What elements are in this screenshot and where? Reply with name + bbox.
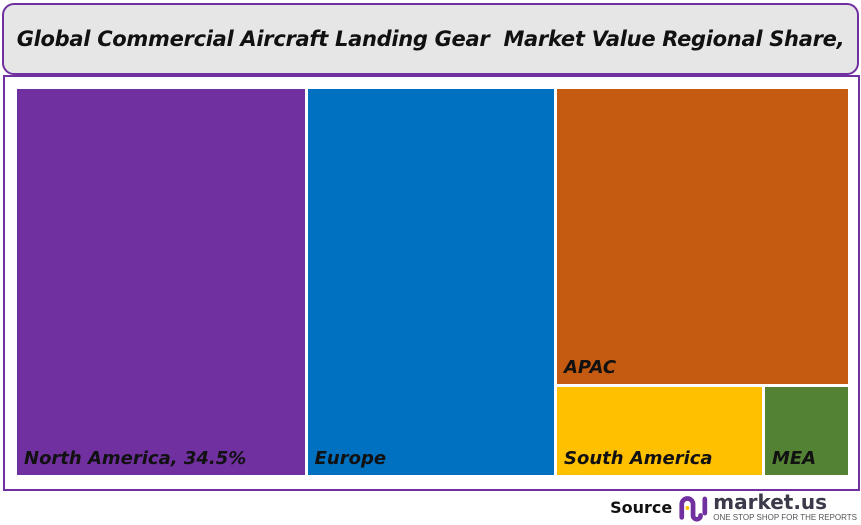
chart-title: Global Commercial Aircraft Landing Gear … bbox=[16, 27, 845, 51]
treemap-cells: North America, 34.5% Europe APAC South Amer… bbox=[17, 89, 851, 478]
chart-title-box: Global Commercial Aircraft Landing Gear … bbox=[2, 3, 859, 75]
source-label: Source bbox=[610, 497, 673, 517]
treemap-label-apac: APAC bbox=[563, 356, 617, 378]
treemap-label-europe: Europe bbox=[314, 448, 387, 469]
treemap-plot-area: North America, 34.5% Europe APAC South Amer… bbox=[3, 75, 860, 491]
logo-text: market.us bbox=[713, 490, 828, 514]
treemap-cell-north-america: North America, 34.5% bbox=[17, 89, 305, 475]
treemap-cell-apac: APAC bbox=[556, 89, 848, 384]
footer: Source market.us ONE STOP SHOP FOR THE R… bbox=[610, 490, 857, 524]
treemap-cell-mea: MEA bbox=[764, 386, 848, 475]
market-us-logo-icon bbox=[679, 496, 708, 522]
logo-tagline: ONE STOP SHOP FOR THE REPORTS bbox=[713, 513, 857, 522]
treemap-label-mea: MEA bbox=[771, 447, 817, 469]
treemap-label-south-america: South America bbox=[563, 447, 713, 469]
market-us-logo: market.us ONE STOP SHOP FOR THE REPORTS bbox=[678, 491, 857, 523]
treemap-cell-europe: Europe bbox=[307, 89, 554, 475]
treemap-label-north-america: North America, 34.5% bbox=[24, 448, 247, 469]
treemap-cell-south-america: South America bbox=[556, 386, 762, 475]
